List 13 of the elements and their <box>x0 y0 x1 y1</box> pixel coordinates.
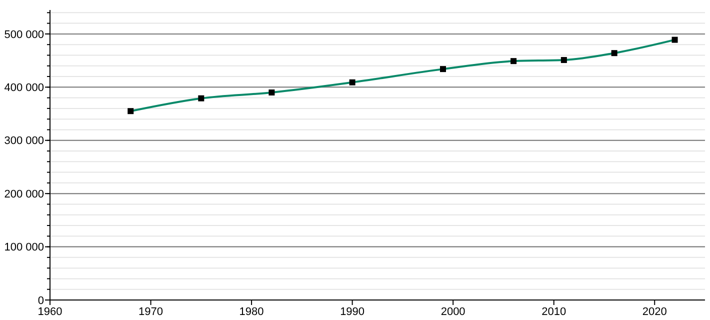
y-tick-label: 100 000 <box>4 242 44 254</box>
y-tick-label: 300 000 <box>4 135 44 148</box>
x-tick-label: 2020 <box>642 306 667 318</box>
x-tick-label: 1980 <box>239 306 264 318</box>
x-tick-label: 1970 <box>138 306 164 318</box>
x-tick-label: 1960 <box>38 306 62 318</box>
y-tick-label: 200 000 <box>4 188 44 200</box>
y-tick-label: 400 000 <box>4 82 44 94</box>
x-tick-label: 2000 <box>440 306 466 318</box>
y-tick-label: 0 <box>38 294 44 307</box>
y-tick-label: 500 000 <box>4 28 44 41</box>
x-tick-label: 2010 <box>542 306 566 318</box>
x-tick-label: 1990 <box>340 306 365 318</box>
